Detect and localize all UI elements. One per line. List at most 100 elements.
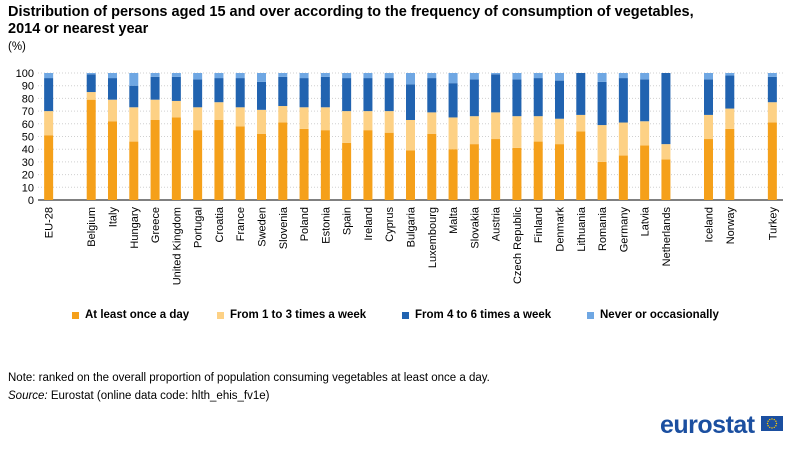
bar-segment [640,73,650,80]
legend-item-4-6-week: From 4 to 6 times a week [402,309,551,321]
bar-segment [469,116,479,145]
bar-segment [44,135,54,200]
bar-segment [448,83,458,118]
bar-segment [214,78,224,103]
legend-swatch-4-6-week [402,311,409,319]
bar-segment [129,85,139,108]
x-tick-label: Croatia [214,206,226,242]
x-tick-label: Ireland [363,207,375,241]
y-tick-label: 0 [28,195,34,207]
x-tick-label: Bulgaria [406,206,418,247]
bar-segment [214,119,224,200]
bar-segment [661,144,671,160]
bar-segment [129,141,139,200]
bar-segment [384,78,394,112]
legend-label-1-3-week: From 1 to 3 times a week [230,309,367,321]
legend-item-daily: At least once a day [72,309,189,321]
y-tick-label: 80 [22,93,34,105]
x-tick-label: Poland [299,207,311,241]
bar-segment [469,144,479,200]
x-tick-label: Cyprus [384,207,396,242]
bar-segment [108,121,117,200]
x-tick-label: Austria [491,206,503,241]
bar-segment [235,126,245,200]
bar-segment [597,81,607,126]
bar-segment [257,73,266,82]
bar-segment [767,102,777,123]
bar-segment [44,78,54,112]
y-tick-label: 10 [22,182,34,194]
bar-segment [640,145,650,200]
y-tick-label: 70 [22,106,34,118]
bar-segment [86,74,96,93]
bar-segment [108,78,117,100]
x-tick-label: Denmark [555,207,567,252]
bar-segment [320,107,330,131]
x-tick-label: Slovenia [278,206,290,249]
bar-segment [129,73,139,86]
eurostat-logo-text: eurostat [660,411,755,439]
bar-segment [150,119,160,200]
bar-segment [469,79,479,117]
flag-star [771,418,773,420]
bar-segment [235,78,245,108]
flag-star [767,420,769,422]
flag-star [773,426,775,429]
bar-segment [193,73,203,80]
bar-segment [342,111,352,143]
bar-segment [171,76,181,101]
legend-item-1-3-week: From 1 to 3 times a week [217,309,366,321]
bar-segment [491,112,501,140]
bar-segment [704,114,713,140]
bar-segment [44,111,54,136]
bar-segment [427,73,437,79]
bar-segment [512,79,522,117]
bar-segment [150,76,160,100]
bar-segment [363,73,373,79]
bar-segment [448,73,458,84]
bar-segment [299,73,309,79]
bar-segment [193,79,203,108]
bar-segment [661,73,671,145]
bar-segment [767,73,777,77]
bar-segment [150,99,160,120]
x-tick-label: Norway [725,207,737,245]
bar-segment [555,80,564,119]
bar-segment [491,139,501,200]
flag-star [766,422,769,425]
source-label: Source: [8,390,48,402]
bar-segment [214,73,224,79]
x-tick-label: Malta [448,206,460,234]
bar-segment [469,73,479,80]
bar-segment [406,119,415,151]
bar-segment [597,125,607,162]
bar-segment [512,73,522,80]
bar-segment [342,142,352,200]
x-tick-label: Sweden [257,207,269,247]
x-tick-label: Turkey [767,207,779,241]
bar-segment [278,76,288,107]
bar-segment [661,159,671,200]
bar-segment [44,73,54,79]
bar-segment [171,73,181,77]
legend-label-never: Never or occasionally [600,309,719,321]
bar-segment [278,122,288,200]
flag-star [769,426,771,429]
y-tick-label: 50 [22,132,34,144]
bar-segment [299,78,309,108]
bar-segment [555,144,564,200]
x-tick-label: Romania [597,206,609,251]
bar-segment [725,108,735,129]
bar-segment [86,92,96,100]
bar-segment [257,109,266,134]
bar-segment [108,73,117,79]
bar-segment [533,78,543,117]
bar-segment [406,73,415,85]
bar-segment [448,149,458,200]
bar-segment [725,75,735,109]
bar-segment [704,139,713,200]
bar-segment [491,73,501,75]
bar-segment [512,116,522,148]
x-tick-label: Hungary [129,207,141,249]
